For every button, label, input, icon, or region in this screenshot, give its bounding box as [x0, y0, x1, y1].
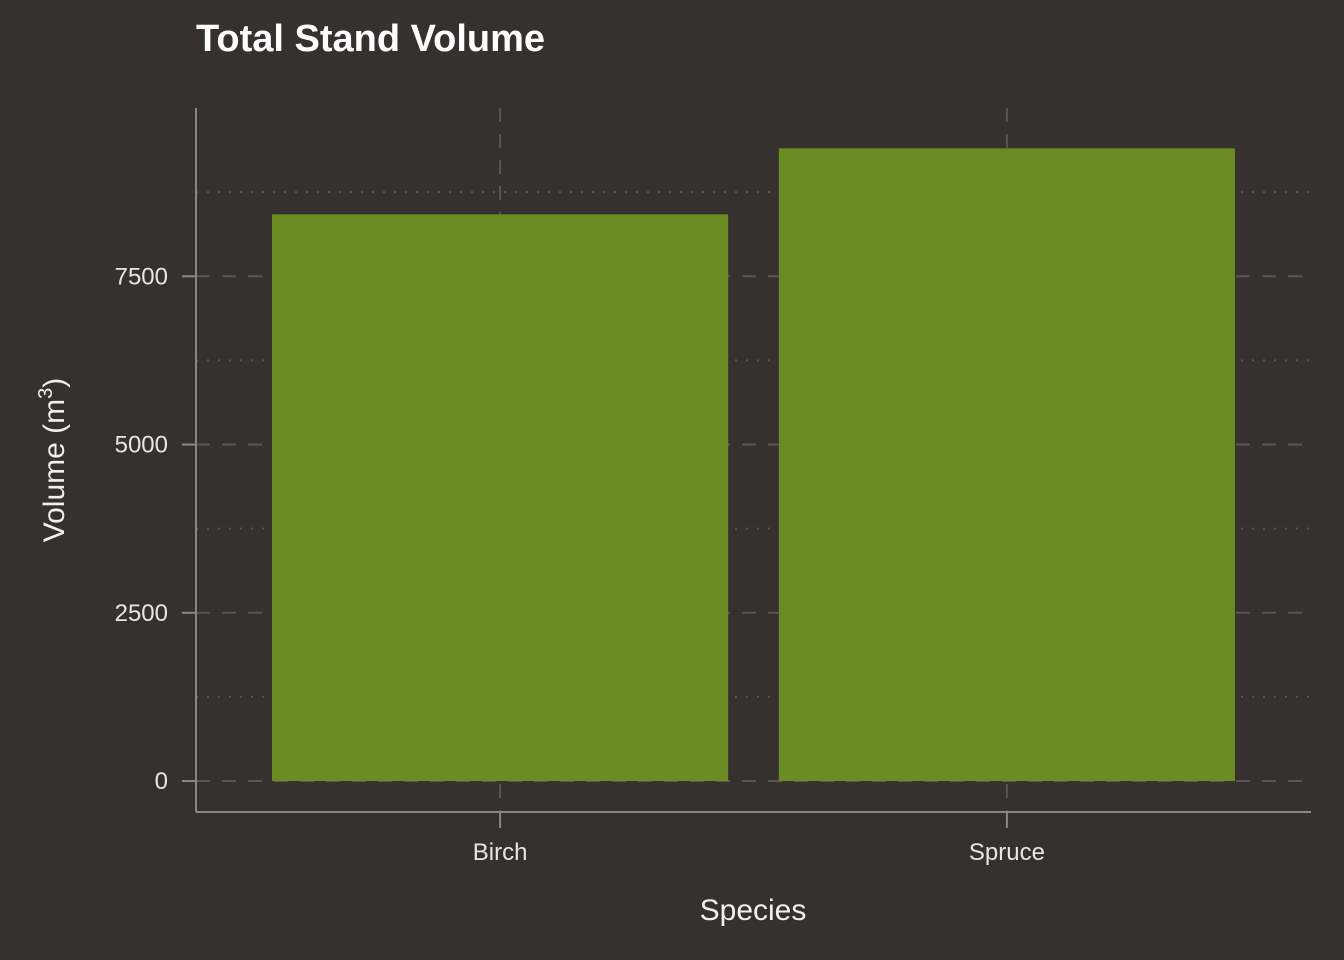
y-axis-title-main: Volume (m [38, 399, 71, 542]
x-tick-label: Birch [473, 839, 528, 866]
y-tick-label: 5000 [115, 432, 168, 459]
y-axis-title-close: ) [38, 378, 71, 388]
bars-layer [272, 148, 1235, 782]
x-axis-title: Species [700, 894, 807, 927]
y-tick-label: 7500 [115, 263, 168, 290]
axes-layer [195, 108, 1311, 813]
y-axis-title-superscript: 3 [35, 388, 57, 399]
y-tick-label: 0 [155, 768, 168, 795]
labels-layer: 0 2500 5000 7500 Birch Spruce [115, 263, 1045, 866]
chart-title: Total Stand Volume [196, 18, 545, 60]
bar-birch [272, 214, 729, 782]
x-tick-label: Spruce [969, 839, 1045, 866]
y-tick-label: 2500 [115, 600, 168, 627]
y-axis-title: Volume (m3) [35, 378, 71, 543]
bar-spruce [778, 148, 1235, 782]
